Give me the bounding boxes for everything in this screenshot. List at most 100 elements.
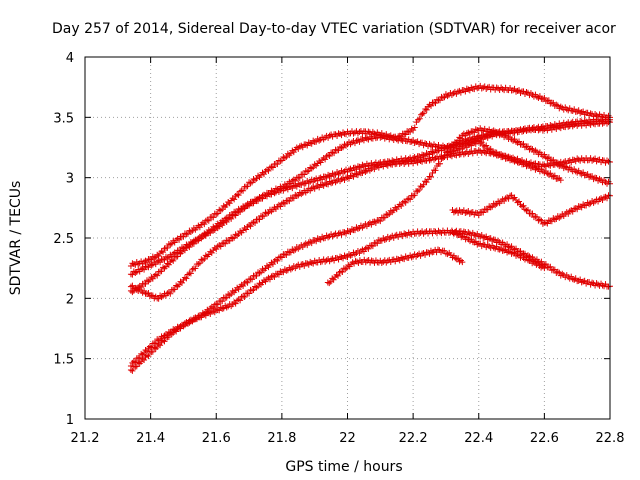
data-point [158,268,165,275]
data-point [195,261,202,268]
data-point [190,317,197,324]
data-point [328,256,335,263]
data-point [584,109,591,116]
data-point [407,196,414,203]
data-point [199,257,206,264]
data-point [274,257,281,264]
data-point [504,128,511,135]
data-point [569,208,576,215]
data-point [293,144,300,151]
data-point [142,257,149,264]
data-point [295,174,302,181]
data-point [256,270,263,277]
data-point [158,294,165,301]
data-point [219,298,226,305]
data-point [377,218,384,225]
data-point [207,311,214,318]
data-point [404,128,411,135]
data-point [460,228,467,235]
data-point [538,258,545,265]
data-point [296,143,303,150]
data-point [475,212,482,219]
data-point [471,86,478,93]
grid-lines [85,57,610,419]
data-point [301,171,308,178]
data-point [277,253,284,260]
data-point [244,279,251,286]
data-point [304,168,311,175]
data-point [416,115,423,122]
data-point [167,290,174,297]
data-point [510,157,517,164]
data-point [259,195,266,202]
data-point [596,196,603,203]
data-point [598,117,605,124]
data-point [164,255,171,262]
data-point [287,183,294,190]
data-point [465,229,472,236]
data-point [263,262,270,269]
data-point [511,136,518,143]
data-point [338,132,345,139]
data-point [295,192,302,199]
data-point [465,141,472,148]
data-point [326,153,333,160]
data-point [533,164,540,171]
data-point [223,214,230,221]
data-point [533,125,540,132]
y-tick-label: 3 [66,172,74,187]
data-point [533,214,540,221]
data-point [381,236,388,243]
data-point [517,158,524,165]
data-point [256,216,263,223]
data-point [152,271,159,278]
data-point [325,171,332,178]
data-point [152,339,159,346]
data-points [127,82,613,374]
x-tick-label: 21.8 [267,431,296,446]
data-point [462,132,469,139]
data-point [234,191,241,198]
data-point [348,167,355,174]
data-point [541,94,548,101]
data-point [580,169,587,176]
x-tick-label: 22.6 [530,431,559,446]
data-point [189,266,196,273]
data-point [513,139,520,146]
data-point [495,237,502,244]
data-point [560,159,567,166]
data-point [136,354,143,361]
y-tick-label: 2 [66,292,74,307]
data-point [478,127,485,134]
data-point [335,230,342,237]
data-point [208,249,215,256]
data-point [523,254,530,261]
data-point [532,147,539,154]
data-point [262,265,269,272]
data-point [419,139,426,146]
data-point [348,225,355,232]
data-point [513,245,520,252]
data-point [149,348,156,355]
data-point [277,203,284,210]
data-point [516,138,523,145]
data-point [340,144,347,151]
data-point [330,276,337,283]
data-point [554,102,561,109]
data-point [547,170,554,177]
data-point [180,245,187,252]
data-point [235,231,242,238]
data-point [487,235,494,242]
data-point [428,142,435,149]
data-point [362,168,369,175]
data-point [459,259,466,266]
data-point [250,200,257,207]
data-point [550,156,557,163]
data-point [317,159,324,166]
data-point [453,152,460,159]
data-point [268,273,275,280]
data-point [127,367,134,374]
data-point [428,102,435,109]
series-s6 [127,227,613,374]
data-point [149,292,156,299]
